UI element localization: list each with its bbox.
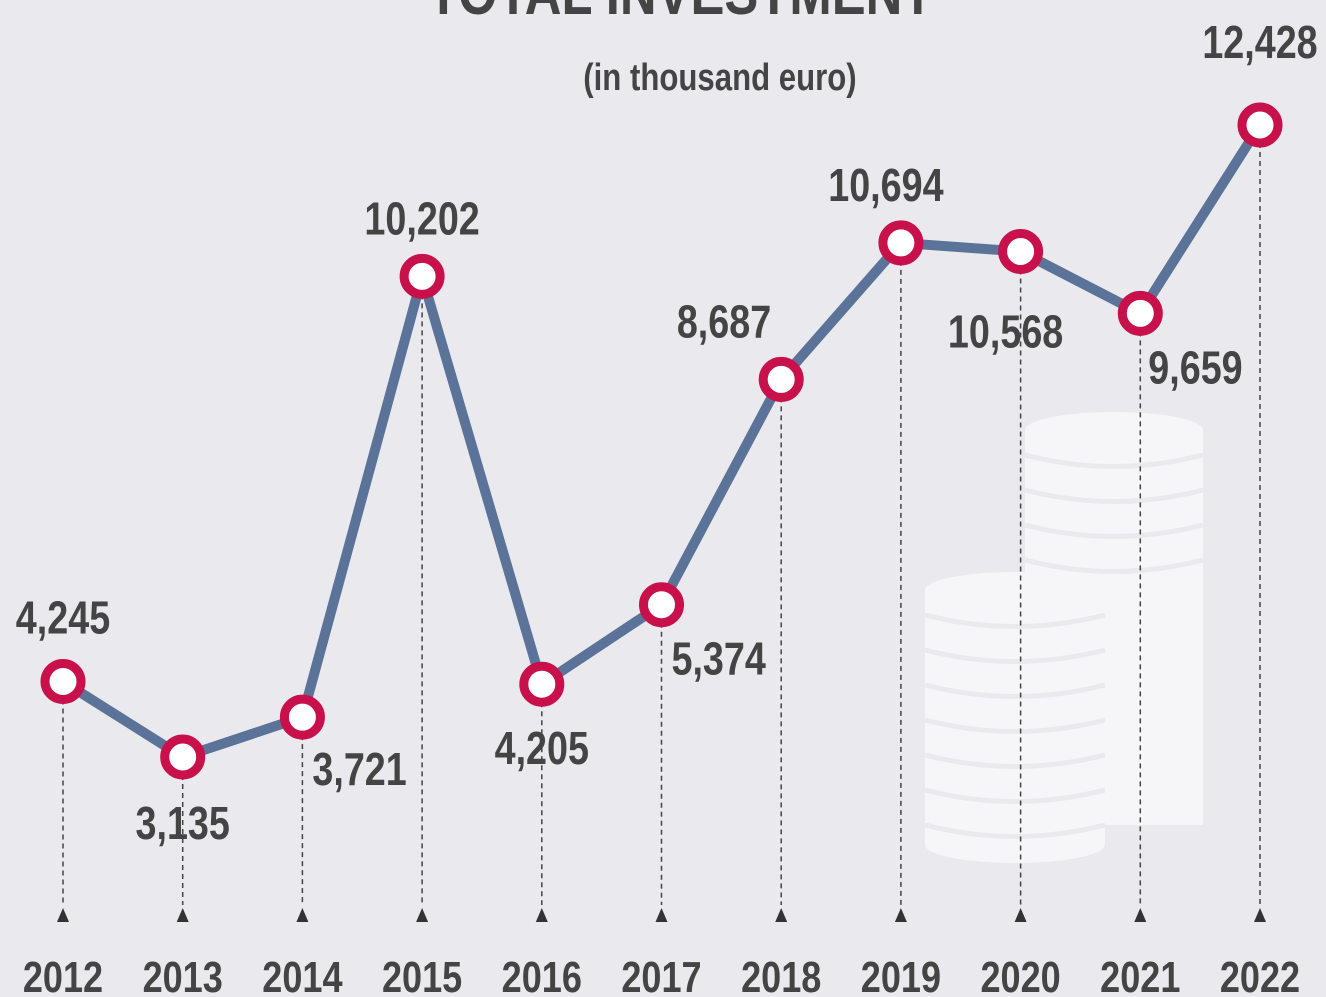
point (160, 734, 206, 780)
value-label: 4,245 (16, 592, 110, 643)
point (1117, 290, 1163, 336)
guide-arrow (1254, 908, 1266, 922)
x-tick-label: 2013 (143, 953, 223, 997)
x-tick-label: 2015 (382, 953, 462, 997)
guide-arrow (894, 908, 907, 922)
x-tick-label: 2018 (741, 953, 821, 997)
chart-title: TOTAL INVESTMENT (428, 0, 934, 28)
guide-arrow (57, 908, 69, 922)
point (639, 582, 684, 628)
point (878, 220, 924, 266)
guide-arrow (416, 908, 429, 922)
point (40, 659, 86, 705)
value-label: 5,374 (672, 633, 767, 684)
point (279, 694, 325, 740)
x-tick-label: 2022 (1220, 953, 1300, 997)
guide-arrow (1014, 908, 1027, 922)
x-tick-label: 2020 (980, 953, 1060, 997)
x-tick-label: 2021 (1100, 953, 1180, 997)
point (758, 356, 804, 402)
x-tick-label: 2019 (861, 953, 941, 997)
value-label: 10,568 (948, 306, 1063, 357)
chart-subtitle: (in thousand euro) (583, 57, 856, 99)
point (519, 661, 565, 707)
guide-arrow (1134, 908, 1147, 922)
guide-arrow (775, 908, 788, 922)
coins-decoration (924, 412, 1204, 863)
guide-arrow (176, 908, 189, 922)
value-label: 4,205 (495, 723, 589, 774)
value-label: 10,202 (364, 193, 479, 244)
value-label: 8,687 (677, 296, 771, 347)
value-label: 10,694 (828, 159, 944, 210)
x-tick-label: 2016 (502, 953, 582, 997)
value-label: 9,659 (1148, 342, 1242, 393)
guide-arrow (296, 908, 309, 922)
value-label: 12,428 (1202, 16, 1317, 67)
point (998, 228, 1044, 274)
x-tick-label: 2014 (262, 953, 343, 997)
value-label: 3,135 (136, 797, 230, 848)
point (399, 253, 445, 299)
point (1237, 102, 1283, 148)
x-tick-label: 2012 (23, 953, 103, 997)
value-label: 3,721 (312, 744, 406, 795)
x-tick-label: 2017 (621, 953, 701, 997)
guide-arrow (655, 908, 668, 922)
guide-arrow (535, 908, 548, 922)
